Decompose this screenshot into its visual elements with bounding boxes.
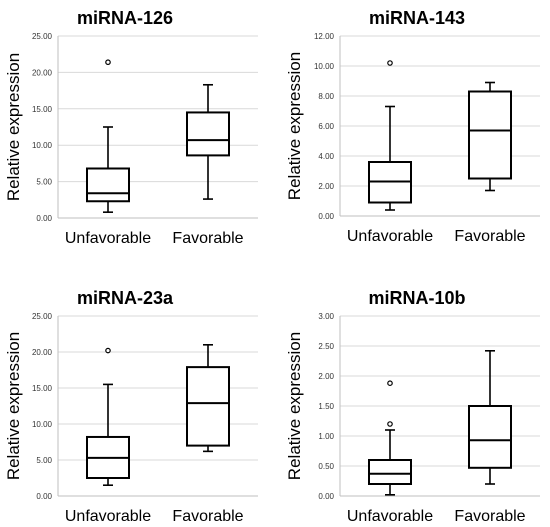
y-tick-label: 10.00 [32, 141, 53, 150]
y-tick-label: 5.00 [36, 178, 52, 187]
x-category-label: Favorable [172, 230, 243, 247]
y-tick-label: 3.00 [318, 312, 334, 321]
y-tick-label: 0.00 [318, 492, 334, 501]
chart-title: miRNA-10b [368, 288, 465, 308]
box-iqr [86, 167, 130, 203]
x-category-label: Unfavorable [347, 508, 433, 525]
y-axis-label: Relative expression [285, 332, 304, 480]
box-iqr [186, 366, 230, 447]
x-category-label: Favorable [454, 508, 525, 525]
box-iqr [186, 111, 230, 157]
box-iqr [368, 459, 412, 485]
box-favorable [186, 343, 230, 453]
y-tick-label: 15.00 [32, 384, 53, 393]
y-axis-label: Relative expression [4, 332, 23, 480]
box-favorable [468, 81, 512, 192]
outlier-point [387, 380, 393, 387]
x-category-label: Unfavorable [65, 508, 151, 525]
y-tick-label: 2.00 [318, 372, 334, 381]
box-unfavorable [86, 347, 130, 487]
box-iqr [468, 405, 512, 469]
x-category-label: Favorable [172, 508, 243, 525]
chart-panel-1: miRNA-126 Relative expression 0.00 5.00 10.0… [4, 8, 258, 247]
box-unfavorable [86, 59, 130, 213]
y-tick-label: 5.00 [36, 456, 52, 465]
chart-title: miRNA-23a [77, 288, 174, 308]
outlier-point [387, 421, 393, 427]
y-tick-label: 0.50 [318, 462, 334, 471]
y-tick-label: 2.50 [318, 342, 334, 351]
y-tick-label: 1.00 [318, 432, 334, 441]
y-tick-label: 12.00 [314, 32, 335, 41]
chart-title: miRNA-126 [77, 8, 173, 28]
box-favorable [186, 83, 230, 200]
y-tick-label: 2.00 [318, 182, 334, 191]
box-unfavorable [368, 60, 412, 211]
chart-panel-2: miRNA-143 Relative expression 0.00 2.00 4.00… [285, 8, 540, 245]
y-tick-label: 20.00 [32, 68, 53, 77]
outlier-point [105, 59, 111, 66]
x-category-label: Unfavorable [347, 228, 433, 245]
y-tick-label: 0.00 [36, 214, 52, 223]
box-iqr [468, 90, 512, 180]
y-tick-label: 15.00 [32, 105, 53, 114]
y-tick-label: 10.00 [32, 420, 53, 429]
outlier-point [105, 347, 111, 354]
y-tick-label: 10.00 [314, 62, 335, 71]
y-tick-label: 0.00 [318, 212, 334, 221]
x-category-label: Favorable [454, 228, 525, 245]
y-tick-label: 4.00 [318, 152, 334, 161]
y-tick-label: 6.00 [318, 122, 334, 131]
x-category-label: Unfavorable [65, 230, 151, 247]
y-tick-label: 25.00 [32, 32, 53, 41]
box-favorable [468, 349, 512, 485]
y-tick-label: 1.50 [318, 402, 334, 411]
chart-panel-3: miRNA-23a Relative expression 0.00 5.00 10.0… [4, 288, 258, 525]
y-tick-label: 0.00 [36, 492, 52, 501]
y-tick-label: 20.00 [32, 348, 53, 357]
box-unfavorable [368, 380, 412, 496]
y-tick-label: 25.00 [32, 312, 53, 321]
y-tick-label: 8.00 [318, 92, 334, 101]
chart-panel-4: miRNA-10b Relative expression 0.00 0.50 1.00… [285, 288, 540, 525]
chart-title: miRNA-143 [369, 8, 465, 28]
y-axis-label: Relative expression [4, 53, 23, 201]
y-axis-label: Relative expression [285, 52, 304, 200]
outlier-point [387, 60, 393, 66]
